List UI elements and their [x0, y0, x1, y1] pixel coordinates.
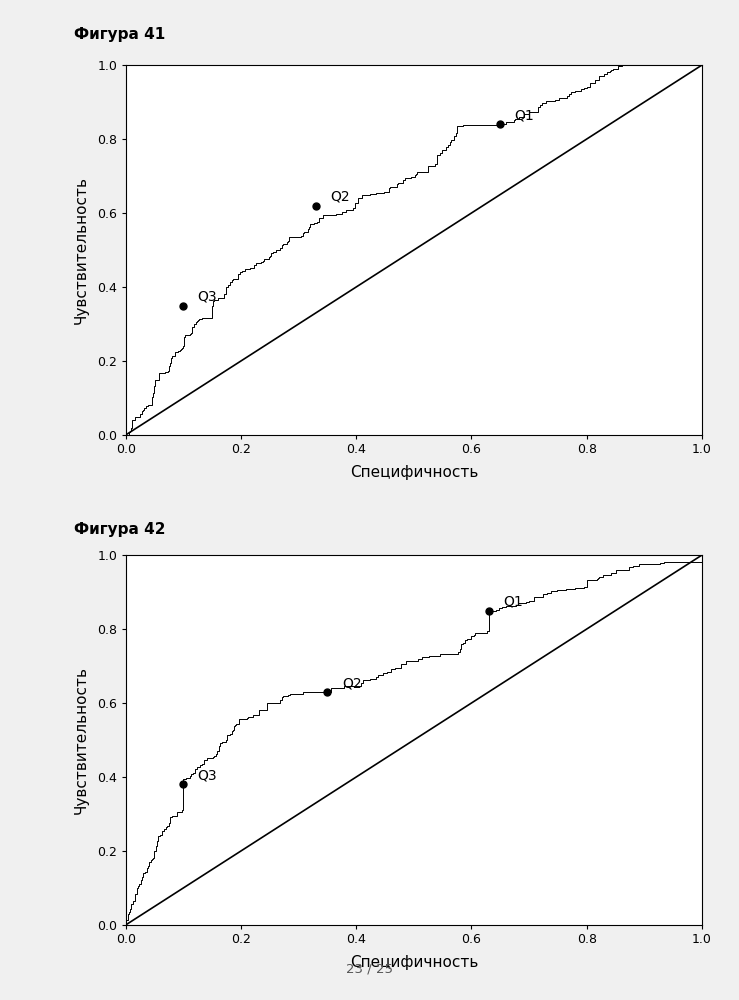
Text: Фигура 42: Фигура 42: [74, 522, 166, 537]
X-axis label: Специфичность: Специфичность: [350, 465, 478, 480]
X-axis label: Специфичность: Специфичность: [350, 955, 478, 970]
Text: Q2: Q2: [330, 190, 350, 204]
Text: Q2: Q2: [341, 676, 361, 690]
Text: Q3: Q3: [198, 769, 217, 783]
Text: Q1: Q1: [515, 108, 534, 122]
Text: Q1: Q1: [503, 595, 523, 609]
Text: Фигура 41: Фигура 41: [74, 27, 165, 42]
Y-axis label: Чувствительность: Чувствительность: [74, 666, 89, 814]
Y-axis label: Чувствительность: Чувствительность: [74, 176, 89, 324]
Text: Q3: Q3: [198, 290, 217, 304]
Text: 23 / 25: 23 / 25: [346, 962, 393, 975]
